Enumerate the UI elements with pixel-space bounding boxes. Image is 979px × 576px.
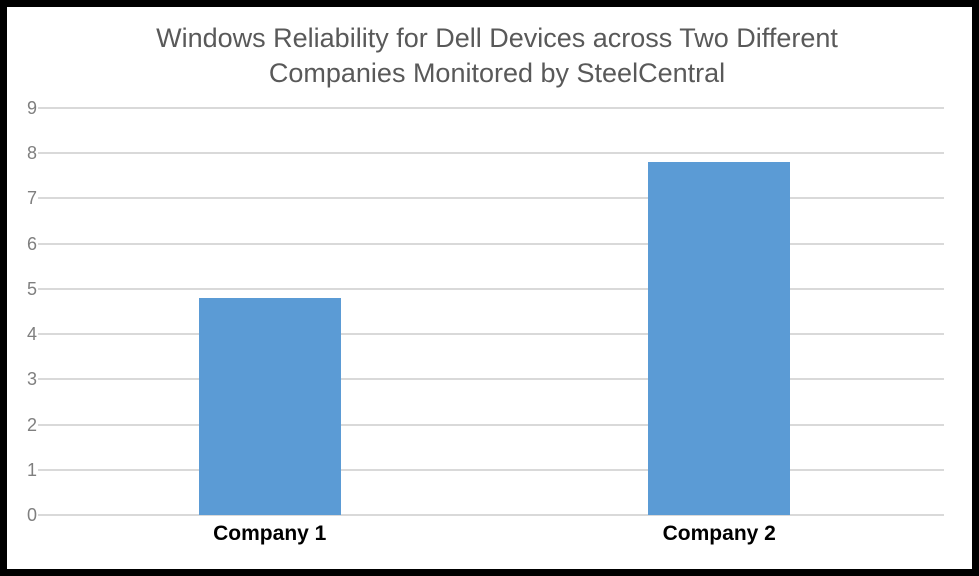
- gridline-2: [45, 423, 944, 426]
- gridline-8: [45, 152, 944, 155]
- y-tick-label-4: 4: [26, 324, 37, 345]
- y-tick-label-2: 2: [26, 414, 37, 435]
- y-tick-label-3: 3: [26, 369, 37, 390]
- y-tick-mark-5: [38, 287, 45, 290]
- y-tick-label-5: 5: [26, 278, 37, 299]
- y-tick-label-6: 6: [26, 233, 37, 254]
- bar-company-2[interactable]: [648, 162, 791, 515]
- y-tick-mark-7: [38, 197, 45, 200]
- x-category-label-1: Company 1: [213, 522, 327, 545]
- y-tick-label-8: 8: [26, 143, 37, 164]
- y-tick-mark-4: [38, 333, 45, 336]
- y-tick-label-1: 1: [26, 459, 37, 480]
- gridline-7: [45, 197, 944, 200]
- plot-area: [38, 107, 944, 516]
- gridline-1: [45, 468, 944, 471]
- y-tick-mark-8: [38, 152, 45, 155]
- gridline-6: [45, 242, 944, 245]
- y-tick-label-7: 7: [26, 188, 37, 209]
- gridline-3: [45, 378, 944, 381]
- x-category-label-2: Company 2: [662, 522, 776, 545]
- gridline-0: [45, 514, 944, 516]
- y-tick-mark-1: [38, 468, 45, 471]
- y-tick-mark-0: [38, 514, 45, 516]
- y-axis-tick-labels: 0 1 2 3 4 5 6 7 8 9: [7, 99, 37, 524]
- bar-company-1[interactable]: [198, 297, 341, 515]
- y-tick-mark-3: [38, 378, 45, 381]
- y-tick-label-0: 0: [26, 505, 37, 525]
- gridline-9: [45, 107, 944, 109]
- y-tick-mark-6: [38, 242, 45, 245]
- gridline-5: [45, 287, 944, 290]
- y-tick-mark-2: [38, 423, 45, 426]
- chart-title: Windows Reliability for Dell Devices acr…: [156, 23, 838, 88]
- chart-canvas: Windows Reliability for Dell Devices acr…: [7, 7, 972, 569]
- y-tick-mark-9: [38, 107, 45, 109]
- y-tick-label-9: 9: [26, 98, 37, 118]
- gridline-4: [45, 333, 944, 336]
